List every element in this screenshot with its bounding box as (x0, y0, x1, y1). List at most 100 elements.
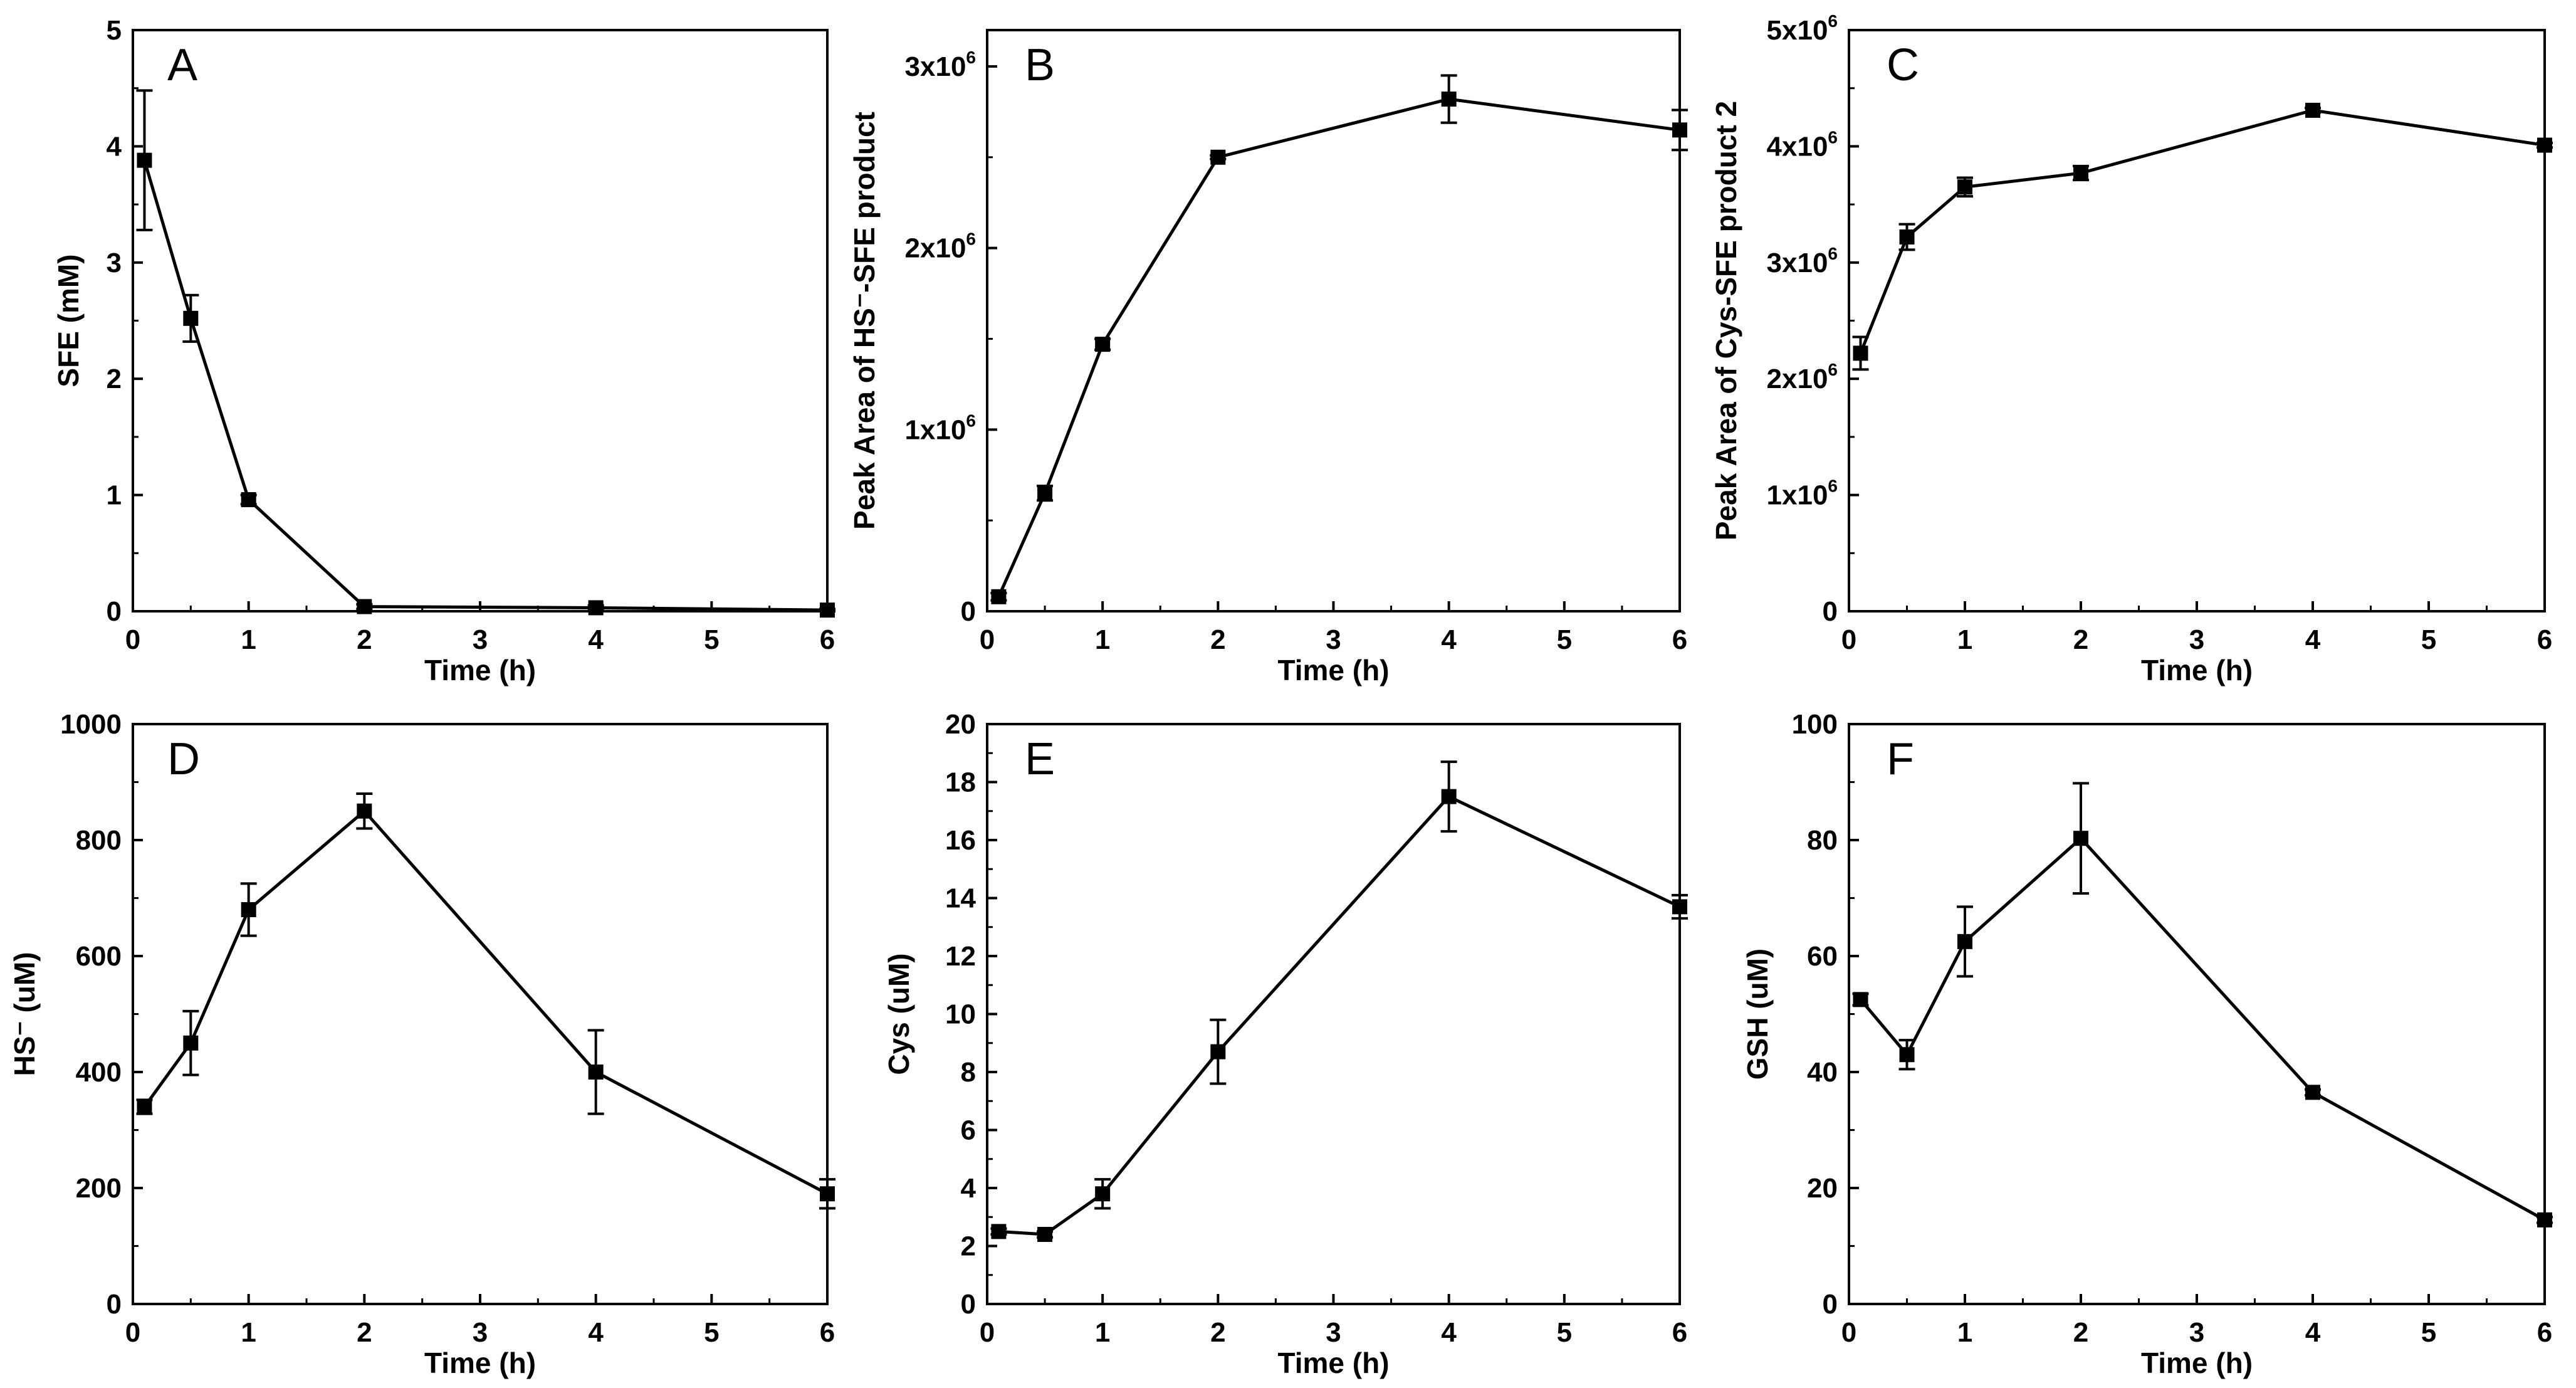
y-tick-label: 10 (945, 999, 976, 1030)
panel-b: 0 1 2 3 4 5 6 0 1x106 2x106 3x106 Time (h) Peak Area… (848, 29, 1688, 686)
y-tick-label: 6 (961, 1115, 976, 1146)
y-tick-label: 0 (961, 1289, 976, 1320)
data-point (1957, 179, 1972, 195)
y-tick-label: 5 (107, 15, 122, 46)
y-tick-label: 4x106 (1767, 127, 1838, 162)
panel-letter: B (1025, 40, 1055, 90)
data-point (1853, 992, 1868, 1007)
data-point (241, 902, 256, 917)
x-tick-label: 2 (1210, 1317, 1225, 1348)
x-tick-label: 6 (820, 1317, 835, 1348)
x-tick-label: 3 (1326, 624, 1341, 655)
x-tick-label: 5 (2421, 624, 2436, 655)
data-point (1899, 229, 1915, 245)
data-point (820, 602, 835, 618)
data-point (241, 492, 256, 508)
y-tick-label: 200 (76, 1173, 122, 1204)
panel-a: 0 1 2 3 4 5 6 0 1 2 3 4 5 Time (h) SFE (mM) A (52, 15, 835, 686)
x-tick-label: 2 (2073, 1317, 2088, 1348)
data-point (1957, 933, 1972, 949)
data-point (1672, 122, 1687, 138)
panel-letter: D (167, 734, 200, 784)
y-tick-label: 3x106 (905, 48, 976, 82)
y-tick-label: 12 (945, 941, 976, 972)
data-point (2305, 102, 2320, 118)
series-line (998, 794, 1681, 1236)
x-tick-label: 0 (980, 1317, 995, 1348)
data-point (1853, 345, 1868, 361)
y-axis-title: Peak Area of Cys-SFE product 2 (1710, 101, 1742, 540)
x-tick-label: 0 (980, 624, 995, 655)
y-tick-label: 1000 (60, 709, 122, 740)
x-tick-label: 5 (1557, 1317, 1572, 1348)
data-point (357, 599, 372, 614)
y-tick-label: 18 (945, 767, 976, 798)
data-point (1095, 337, 1111, 352)
y-tick-label: 16 (945, 825, 976, 856)
x-tick-label: 4 (2305, 1317, 2321, 1348)
data-point (137, 1099, 152, 1115)
data-point (183, 310, 199, 326)
x-tick-label: 6 (2537, 1317, 2552, 1348)
y-tick-label: 2 (107, 364, 122, 394)
x-tick-label: 5 (704, 1317, 719, 1348)
series-line (143, 809, 829, 1196)
y-tick-label: 0 (107, 596, 122, 627)
panel-d: 0 1 2 3 4 5 6 0 200 400 600 800 1000 Time (h) HS⁻ (uM)… (8, 709, 835, 1379)
x-tick-label: 3 (473, 624, 488, 655)
x-tick-label: 1 (1095, 624, 1110, 655)
data-point (991, 1224, 1007, 1239)
panel-letter: A (167, 40, 197, 90)
x-tick-label: 3 (2189, 624, 2204, 655)
series-line (143, 159, 828, 612)
data-point (991, 589, 1007, 604)
y-tick-label: 8 (961, 1057, 976, 1088)
x-tick-label: 4 (588, 1317, 604, 1348)
y-axis-title: SFE (mM) (52, 254, 85, 387)
x-tick-label: 6 (820, 624, 835, 655)
data-point (2537, 137, 2552, 153)
data-point (1210, 149, 1226, 165)
data-point (1672, 899, 1687, 915)
x-tick-label: 2 (2073, 624, 2088, 655)
y-tick-label: 2x106 (1767, 360, 1838, 394)
data-point (1441, 789, 1457, 804)
x-axis-title: Time (h) (1277, 1347, 1389, 1379)
data-point (588, 600, 604, 616)
y-tick-label: 20 (1807, 1173, 1838, 1204)
y-tick-label: 600 (76, 941, 122, 972)
panel-letter: E (1025, 734, 1055, 784)
x-tick-label: 2 (357, 1317, 372, 1348)
y-tick-label: 4 (961, 1173, 976, 1204)
y-tick-label: 1x106 (1767, 476, 1838, 511)
data-point (1899, 1047, 1915, 1063)
data-point (2305, 1085, 2320, 1100)
data-point (1037, 485, 1053, 501)
x-tick-label: 0 (1841, 624, 1856, 655)
x-tick-label: 0 (125, 624, 140, 655)
data-point (1441, 92, 1457, 107)
y-axis-title: Peak Area of HS⁻-SFE product (848, 112, 881, 530)
x-axis-title: Time (h) (1277, 654, 1389, 686)
y-tick-label: 80 (1807, 825, 1838, 856)
x-tick-label: 0 (1841, 1317, 1856, 1348)
y-tick-label: 0 (107, 1289, 122, 1320)
panel-c: 0 1 2 3 4 5 6 0 1x106 2x106 3x106 4x106 5x106 Time (h… (1710, 11, 2553, 686)
data-point (2073, 831, 2088, 846)
y-axis-title: GSH (uM) (1741, 949, 1774, 1080)
data-point (2537, 1212, 2552, 1228)
data-point (183, 1035, 199, 1051)
y-tick-label: 100 (1792, 709, 1838, 740)
y-tick-label: 800 (76, 825, 122, 856)
series-line (1859, 836, 2546, 1222)
x-axis-title: Time (h) (424, 1347, 536, 1379)
y-tick-label: 4 (107, 131, 122, 162)
y-tick-label: 1 (107, 480, 122, 511)
panel-letter: F (1887, 734, 1914, 784)
y-tick-label: 2 (961, 1231, 976, 1262)
x-tick-label: 1 (1957, 624, 1972, 655)
x-axis-title: Time (h) (2141, 654, 2253, 686)
x-tick-label: 6 (2537, 624, 2552, 655)
